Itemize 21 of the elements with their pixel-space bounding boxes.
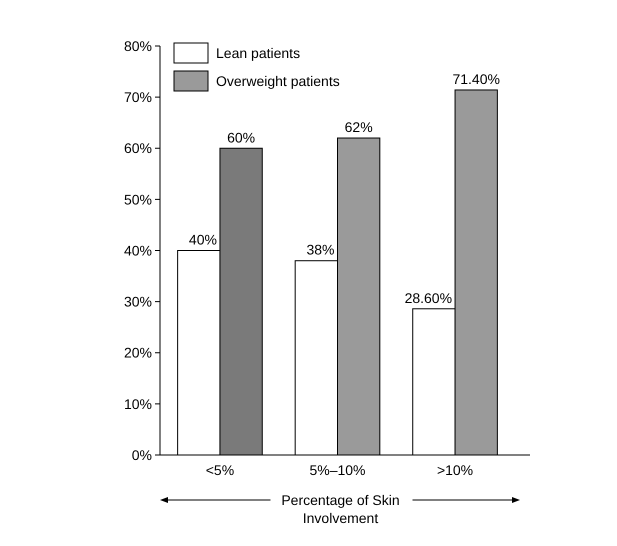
legend-label: Overweight patients (216, 72, 340, 89)
y-tick-label: 70% (124, 89, 152, 106)
x-tick-label: 5%–10% (309, 462, 366, 478)
data-label: 40% (188, 232, 217, 248)
data-label: 60% (227, 129, 256, 146)
y-tick-label: 20% (124, 344, 152, 361)
x-tick-label: <5% (206, 462, 234, 478)
data-label: 62% (344, 119, 373, 136)
y-tick-label: 60% (124, 140, 152, 156)
x-axis-title: Percentage of Skin Involvement (281, 492, 400, 526)
y-tick-label: 30% (124, 294, 152, 310)
y-tick-label: 40% (124, 242, 152, 258)
data-label: 28.60% (404, 290, 452, 306)
data-label: 38% (306, 242, 334, 258)
x-tick-label: >10% (436, 462, 474, 478)
y-tick-label: 80% (124, 38, 152, 54)
y-tick-label: 10% (124, 396, 152, 412)
y-tick-label: 0% (132, 446, 152, 463)
y-tick-label: 50% (124, 191, 152, 208)
data-label: 71.40% (452, 70, 500, 87)
legend-label: Lean patients (216, 44, 300, 61)
